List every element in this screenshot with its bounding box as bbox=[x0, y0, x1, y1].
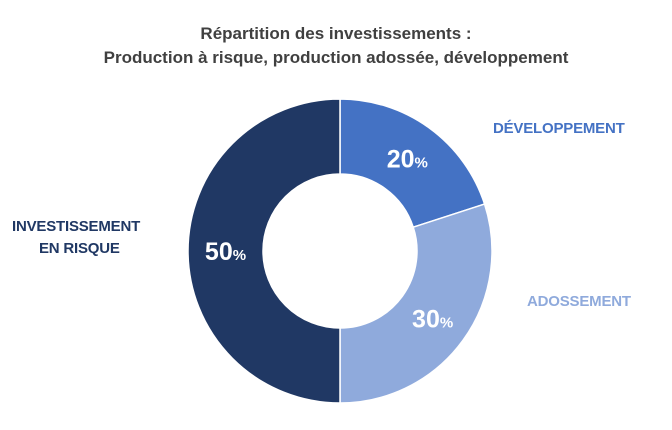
category-label-developpement: DÉVELOPPEMENT bbox=[493, 118, 625, 140]
category-label-risque: INVESTISSEMENT EN RISQUE bbox=[12, 216, 140, 260]
data-label-unit-developpement: % bbox=[415, 154, 428, 171]
data-label-developpement: 20% bbox=[387, 145, 428, 173]
donut-slice-adossement bbox=[339, 203, 493, 404]
chart-title-line-1: Répartition des investissements : bbox=[200, 24, 472, 43]
category-label-developpement-line: DÉVELOPPEMENT bbox=[493, 120, 625, 137]
data-label-adossement: 30% bbox=[412, 305, 453, 333]
category-label-risque-line-1: INVESTISSEMENT bbox=[12, 218, 141, 235]
category-label-adossement: ADOSSEMENT bbox=[527, 291, 631, 313]
chart-title-line-2: Production à risque, production adossée,… bbox=[103, 48, 569, 67]
data-label-risque: 50% bbox=[205, 238, 246, 266]
data-label-value-developpement: 20 bbox=[387, 145, 415, 173]
category-label-adossement-line: ADOSSEMENT bbox=[527, 293, 631, 310]
data-label-value-risque: 50 bbox=[205, 238, 233, 266]
donut-slice-developpement bbox=[339, 98, 486, 229]
chart-title: Répartition des investissements : Produc… bbox=[0, 22, 672, 70]
category-label-risque-line-2: EN RISQUE bbox=[39, 240, 120, 257]
donut-slice-risque bbox=[187, 98, 341, 404]
data-label-value-adossement: 30 bbox=[412, 305, 440, 333]
data-label-unit-risque: % bbox=[233, 247, 246, 264]
data-label-unit-adossement: % bbox=[440, 314, 453, 331]
